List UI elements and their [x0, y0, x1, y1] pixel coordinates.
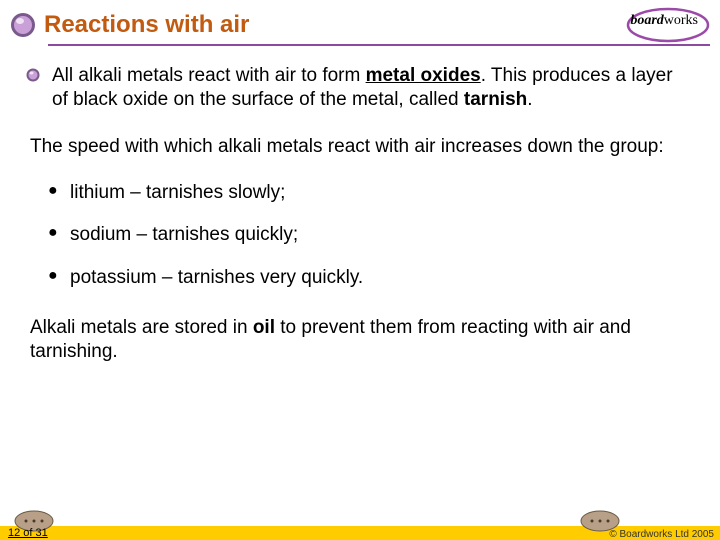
- list-item: potassium – tarnishes very quickly.: [48, 266, 690, 290]
- body-bullet-icon: [26, 68, 40, 82]
- paragraph-2: The speed with which alkali metals react…: [30, 135, 690, 159]
- p1-pre: All alkali metals react with air to form: [52, 65, 366, 86]
- logo-works: works: [664, 13, 698, 28]
- logo-text: boardworks: [630, 13, 698, 29]
- slide-footer: 12 of 31 © Boardworks Ltd 2005: [0, 506, 720, 540]
- list-item: sodium – tarnishes quickly;: [48, 223, 690, 247]
- boardworks-logo: boardworks: [610, 7, 710, 43]
- header-bullet-icon: [10, 12, 36, 38]
- tarnish-list: lithium – tarnishes slowly; sodium – tar…: [48, 181, 690, 290]
- slide-header: Reactions with air boardworks: [0, 0, 720, 44]
- p1-metal-oxides: metal oxides: [366, 65, 481, 86]
- slide-title: Reactions with air: [44, 11, 610, 39]
- paragraph-1: All alkali metals react with air to form…: [30, 64, 690, 113]
- copyright-text: © Boardworks Ltd 2005: [609, 529, 714, 540]
- p3-pre: Alkali metals are stored in: [30, 317, 253, 338]
- p1-tarnish: tarnish: [464, 89, 527, 110]
- page-indicator: 12 of 31: [8, 527, 48, 539]
- list-item: lithium – tarnishes slowly;: [48, 181, 690, 205]
- logo-board: board: [630, 13, 663, 28]
- paragraph-3: Alkali metals are stored in oil to preve…: [30, 316, 690, 365]
- p1-post: .: [527, 89, 532, 110]
- p3-oil: oil: [253, 317, 275, 338]
- slide-content: All alkali metals react with air to form…: [0, 46, 720, 365]
